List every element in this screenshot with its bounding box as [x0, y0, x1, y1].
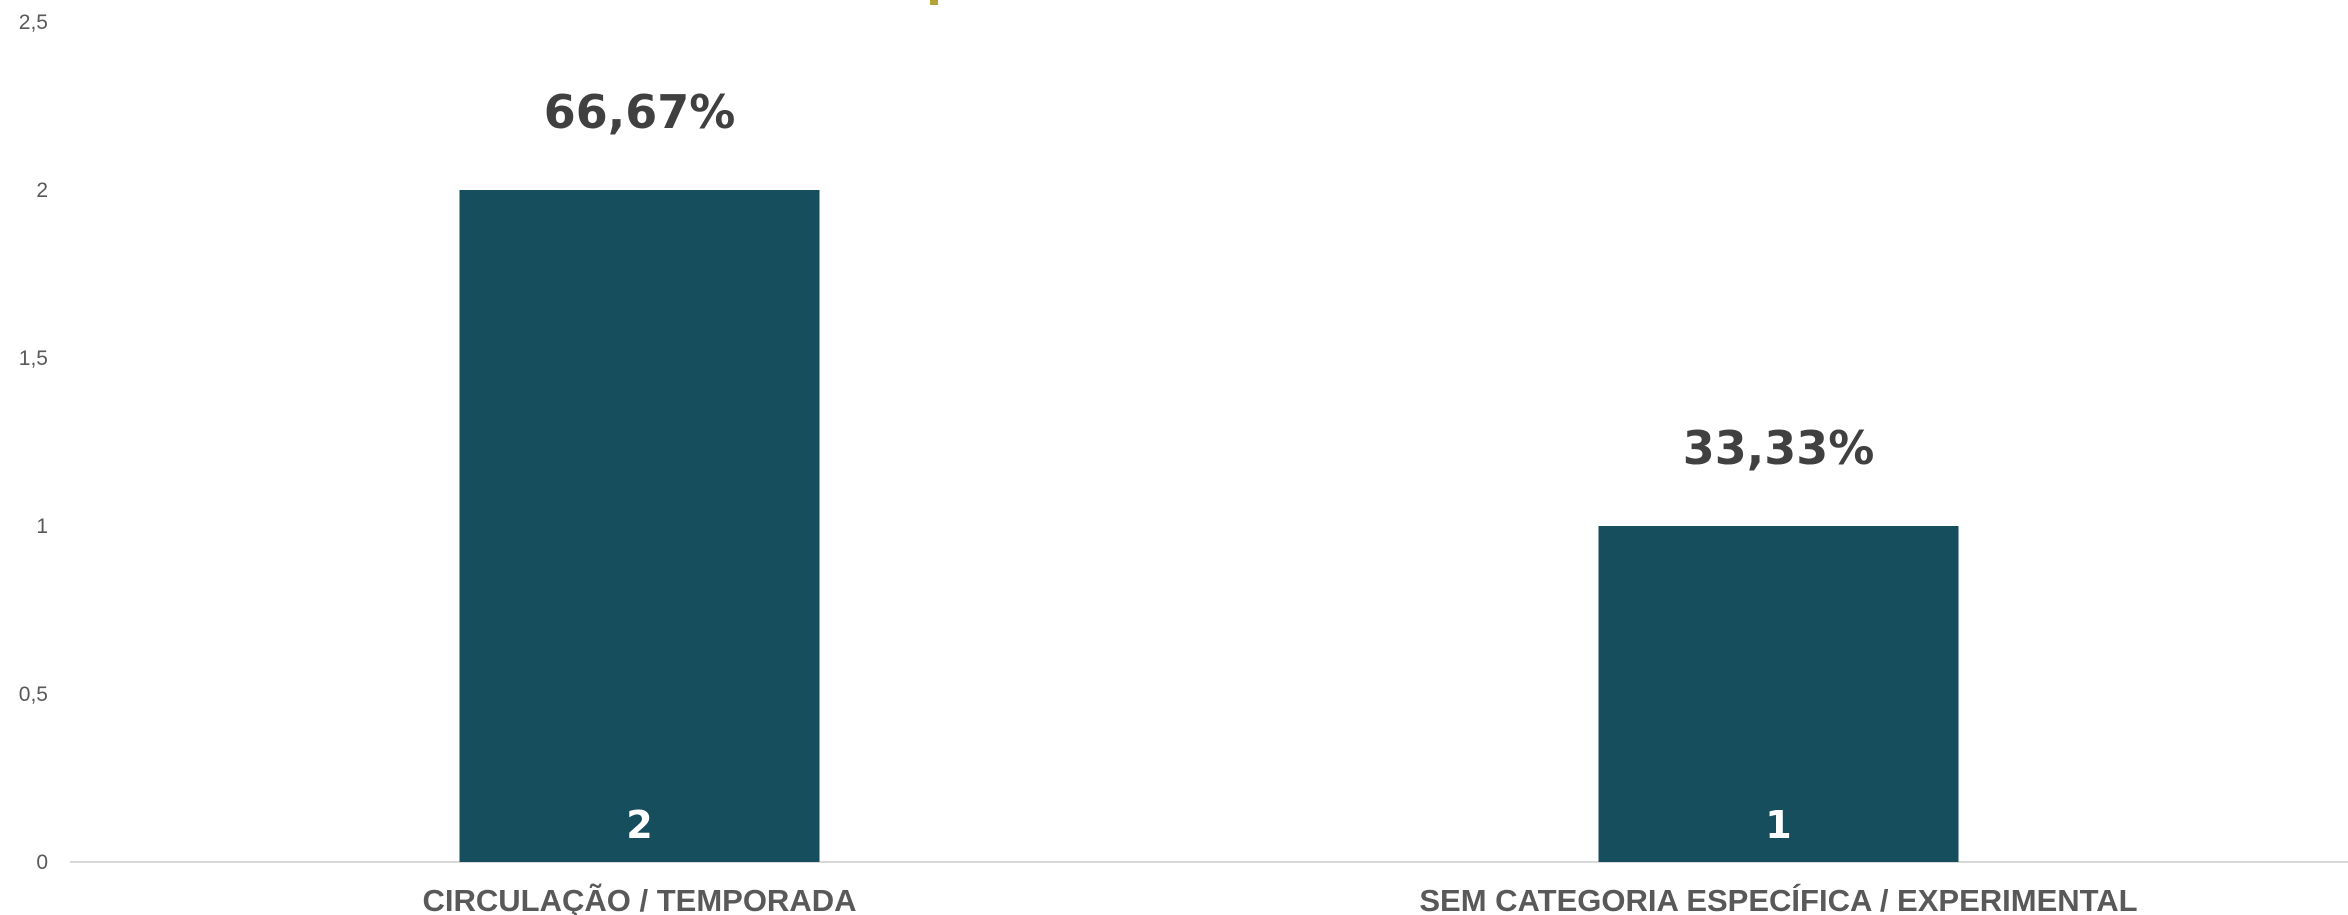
bar [459, 190, 820, 862]
bar [1598, 526, 1959, 862]
x-axis-labels: CIRCULAÇÃO / TEMPORADA SEM CATEGORIA ESPE… [423, 883, 2138, 915]
x-category-label: SEM CATEGORIA ESPECÍFICA / EXPERIMENTAL [1419, 883, 2137, 915]
value-data-label: 2 [626, 803, 652, 847]
y-tick-label: 1,5 [19, 347, 48, 370]
percent-data-label: 33,33% [1683, 421, 1875, 475]
bars: 66,67% 2 33,33% 1 [459, 85, 1959, 862]
y-tick-label: 0 [36, 851, 48, 874]
x-category-label: CIRCULAÇÃO / TEMPORADA [423, 883, 857, 915]
y-tick-label: 2,5 [19, 11, 48, 34]
y-tick-label: 2 [36, 179, 48, 202]
value-data-label: 1 [1765, 803, 1791, 847]
y-axis: 0 0,5 1 1,5 2 2,5 [19, 11, 48, 874]
y-tick-label: 0,5 [19, 683, 48, 706]
percent-data-label: 66,67% [544, 85, 736, 139]
cropped-title-fragment [930, 0, 938, 5]
y-tick-label: 1 [36, 515, 48, 538]
